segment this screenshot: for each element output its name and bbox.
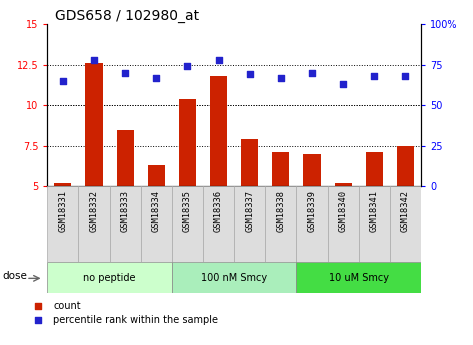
Bar [148,165,165,186]
Bar [359,186,390,262]
Bar [303,154,321,186]
Point [59,78,67,83]
Point [402,73,409,79]
Text: GSM18332: GSM18332 [89,190,98,232]
Text: no peptide: no peptide [83,273,136,283]
Point [246,72,254,77]
Bar [366,152,383,186]
Point [90,57,98,62]
Bar [47,186,79,262]
Text: GSM18334: GSM18334 [152,190,161,232]
Bar [397,146,414,186]
Point [184,63,191,69]
Bar [203,186,234,262]
Text: GSM18338: GSM18338 [276,190,285,232]
Text: GSM18342: GSM18342 [401,190,410,232]
Point [122,70,129,76]
Text: percentile rank within the sample: percentile rank within the sample [53,315,218,325]
Text: 100 nM Smcy: 100 nM Smcy [201,273,267,283]
Text: GSM18331: GSM18331 [58,190,67,232]
Bar [54,183,71,186]
Point [226,239,233,244]
Bar [116,129,134,186]
Bar [210,76,227,186]
Text: 10 uM Smcy: 10 uM Smcy [329,273,389,283]
Text: count: count [53,301,81,311]
Bar [86,63,103,186]
Text: GSM18340: GSM18340 [339,190,348,232]
Point [308,70,316,76]
Text: dose: dose [2,271,27,281]
Bar [141,186,172,262]
Bar [79,186,110,262]
Text: GSM18339: GSM18339 [307,190,316,232]
Text: GSM18335: GSM18335 [183,190,192,232]
Bar [172,186,203,262]
Text: GSM18341: GSM18341 [370,190,379,232]
Bar [272,152,289,186]
Bar [234,186,265,262]
Bar [297,186,327,262]
Point [226,112,233,117]
Text: GDS658 / 102980_at: GDS658 / 102980_at [55,9,199,23]
Bar [390,186,421,262]
Bar [179,99,196,186]
Text: GSM18336: GSM18336 [214,190,223,232]
Bar [110,186,141,262]
Point [152,75,160,80]
Text: GSM18337: GSM18337 [245,190,254,232]
Bar [47,262,172,293]
Bar [297,262,421,293]
Point [277,75,285,80]
Bar [172,262,297,293]
Bar [334,183,352,186]
Bar [241,139,258,186]
Point [339,81,347,87]
Bar [327,186,359,262]
Point [370,73,378,79]
Point [215,57,222,62]
Bar [265,186,297,262]
Text: GSM18333: GSM18333 [121,190,130,232]
